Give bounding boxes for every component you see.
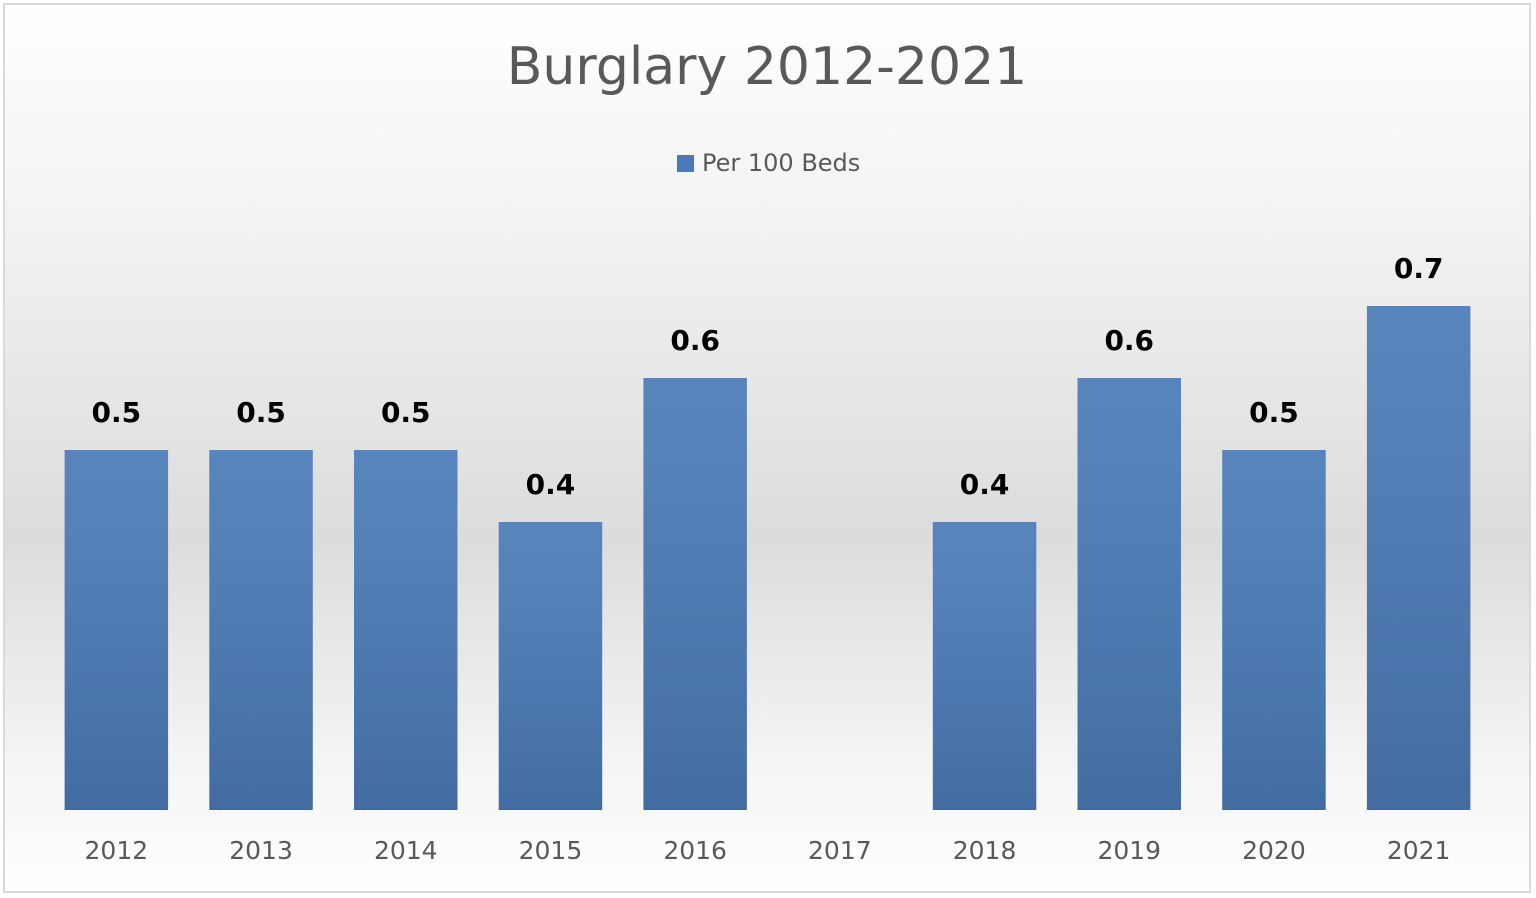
bar xyxy=(1077,378,1181,810)
data-label: 0.6 xyxy=(670,324,720,357)
data-label: 0.7 xyxy=(1394,252,1444,285)
bar xyxy=(1366,306,1471,810)
bar xyxy=(498,522,603,810)
data-label: 0.6 xyxy=(1104,324,1154,357)
bar xyxy=(932,522,1037,810)
legend-swatch xyxy=(677,155,694,172)
bar xyxy=(1222,450,1326,810)
data-label: 0.5 xyxy=(92,396,142,429)
legend: Per 100 Beds xyxy=(677,149,860,177)
bar xyxy=(643,378,747,810)
data-label: 0.5 xyxy=(236,396,286,429)
x-tick-label: 2021 xyxy=(1387,836,1451,865)
data-label: 0.5 xyxy=(381,396,431,429)
x-tick-label: 2013 xyxy=(229,836,293,865)
chart-title: Burglary 2012-2021 xyxy=(507,37,1028,97)
x-tick-label: 2012 xyxy=(85,836,149,865)
bar xyxy=(354,450,458,810)
data-label: 0.4 xyxy=(526,468,576,501)
x-tick-label: 2014 xyxy=(374,836,438,865)
x-tick-label: 2020 xyxy=(1242,836,1306,865)
x-tick-label: 2018 xyxy=(953,836,1017,865)
bar xyxy=(64,450,169,810)
bar xyxy=(209,450,313,810)
x-tick-label: 2019 xyxy=(1097,836,1161,865)
data-label: 0.5 xyxy=(1249,396,1299,429)
data-label: 0.4 xyxy=(960,468,1010,501)
x-tick-label: 2017 xyxy=(808,836,872,865)
x-tick-label: 2016 xyxy=(663,836,727,865)
x-tick-label: 2015 xyxy=(519,836,583,865)
legend-label: Per 100 Beds xyxy=(702,149,860,177)
